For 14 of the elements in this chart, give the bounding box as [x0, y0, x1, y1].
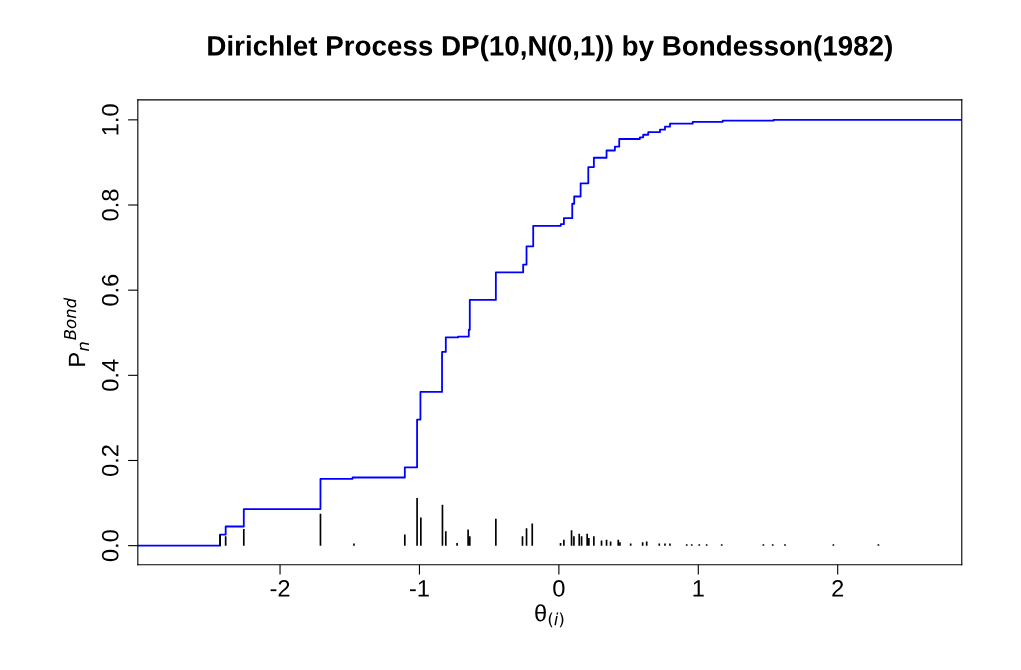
- y-tick-label: 0.0: [101, 530, 119, 562]
- chart-title: Dirichlet Process DP(10,N(0,1)) by Bondesson(1982): [208, 35, 892, 62]
- x-tick-label: -2: [270, 580, 290, 597]
- y-axis-title: P$_{n}$$^{Bond}$: [63, 297, 89, 366]
- y-tick-label: 0.2: [101, 445, 119, 476]
- x-tick-label: -1: [410, 580, 429, 597]
- y-tick-label: 0.8: [101, 189, 119, 221]
- x-tick-label: 2: [832, 580, 844, 597]
- y-tick-label: 0.6: [101, 274, 119, 306]
- y-tick-label: 0.4: [101, 359, 119, 391]
- x-tick-label: 1: [693, 580, 704, 597]
- x-tick-label: 0: [553, 580, 565, 597]
- x-axis-title: θ$_{(i)}$: [535, 604, 564, 628]
- y-tick-label: 1.0: [101, 104, 119, 135]
